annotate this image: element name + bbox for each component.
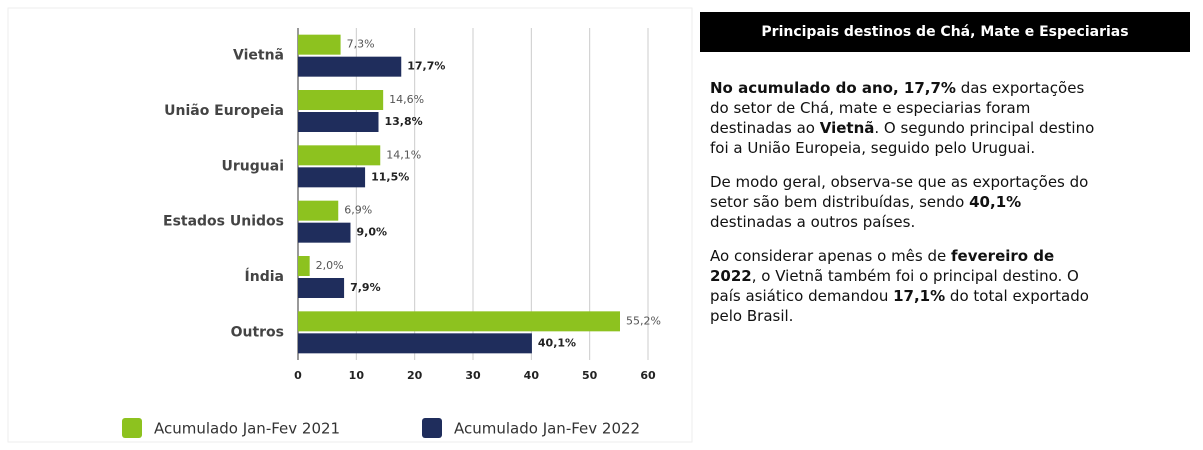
y-tick-label: Vietnã	[233, 48, 284, 64]
data-label: 13,8%	[385, 115, 423, 128]
text-run: Ao considerar apenas o mês de	[710, 247, 952, 265]
bar	[298, 90, 384, 110]
panel: Principais destinos de Chá, Mate e Espec…	[700, 12, 1190, 326]
x-tick-label: 20	[407, 369, 423, 382]
data-label: 55,2%	[626, 314, 661, 327]
panel-title: Principais destinos de Chá, Mate e Espec…	[700, 12, 1190, 52]
data-label: 14,6%	[389, 93, 424, 106]
x-tick-label: 40	[524, 369, 540, 382]
text-run: 40,1%	[969, 193, 1022, 211]
x-tick-label: 30	[465, 369, 481, 382]
bar	[298, 200, 339, 221]
bar	[298, 311, 620, 332]
text-run: do total exportado pelo Brasil.	[710, 287, 1089, 325]
y-tick-label: Índia	[245, 268, 284, 285]
legend-label: Acumulado Jan-Fev 2022	[454, 420, 640, 438]
data-label: 14,1%	[386, 148, 421, 161]
text-run: . O segundo principal destino foi a Uniã…	[710, 119, 1095, 157]
bar	[298, 222, 351, 243]
data-label: 17,7%	[407, 60, 445, 73]
text-run: destinadas a outros países.	[710, 213, 916, 231]
bar	[298, 34, 341, 55]
bar	[298, 167, 366, 188]
legend-label: Acumulado Jan-Fev 2021	[154, 420, 340, 438]
data-label: 7,3%	[347, 38, 375, 51]
bar	[298, 278, 345, 298]
data-label: 11,5%	[371, 170, 409, 183]
panel-text: No acumulado do ano, 17,7% das exportaçõ…	[700, 78, 1105, 326]
y-tick-label: União Europeia	[164, 103, 284, 119]
paragraph: De modo geral, observa-se que as exporta…	[710, 172, 1095, 232]
chart: 0 10 20 30 40 50 60 Vietnã 7,3% 17,7% União Europe…	[7, 7, 693, 443]
bar	[298, 256, 310, 276]
text-run: 17,1%	[893, 287, 946, 305]
text-run: De modo geral, observa-se que as exporta…	[710, 173, 1089, 211]
bar	[298, 112, 379, 132]
text-run: No acumulado do ano, 17,7%	[710, 79, 956, 97]
x-tick-label: 50	[582, 369, 598, 382]
paragraph: No acumulado do ano, 17,7% das exportaçõ…	[710, 78, 1095, 158]
text-run: das exportações do setor de Chá, mate e …	[710, 79, 1085, 137]
data-label: 40,1%	[538, 336, 576, 349]
x-tick-label: 60	[640, 369, 656, 382]
data-label: 2,0%	[316, 259, 344, 272]
data-label: 9,0%	[357, 226, 388, 239]
text-run: Vietnã	[819, 119, 875, 137]
paragraph: Ao considerar apenas o mês de fevereiro …	[710, 246, 1095, 326]
legend-swatch	[422, 418, 442, 438]
text-run: fevereiro de 2022	[710, 247, 1055, 285]
y-tick-label: Uruguai	[222, 158, 284, 174]
x-tick-label: 10	[349, 369, 365, 382]
y-tick-label: Outros	[231, 324, 284, 340]
x-tick-label: 0	[294, 369, 302, 382]
data-label: 7,9%	[350, 281, 381, 294]
bar	[298, 56, 402, 77]
legend-swatch	[122, 418, 142, 438]
bar	[298, 145, 381, 166]
text-run: , o Vietnã também foi o principal destin…	[710, 267, 1079, 305]
bar	[298, 333, 532, 354]
y-tick-label: Estados Unidos	[163, 214, 284, 230]
data-label: 6,9%	[344, 204, 372, 217]
